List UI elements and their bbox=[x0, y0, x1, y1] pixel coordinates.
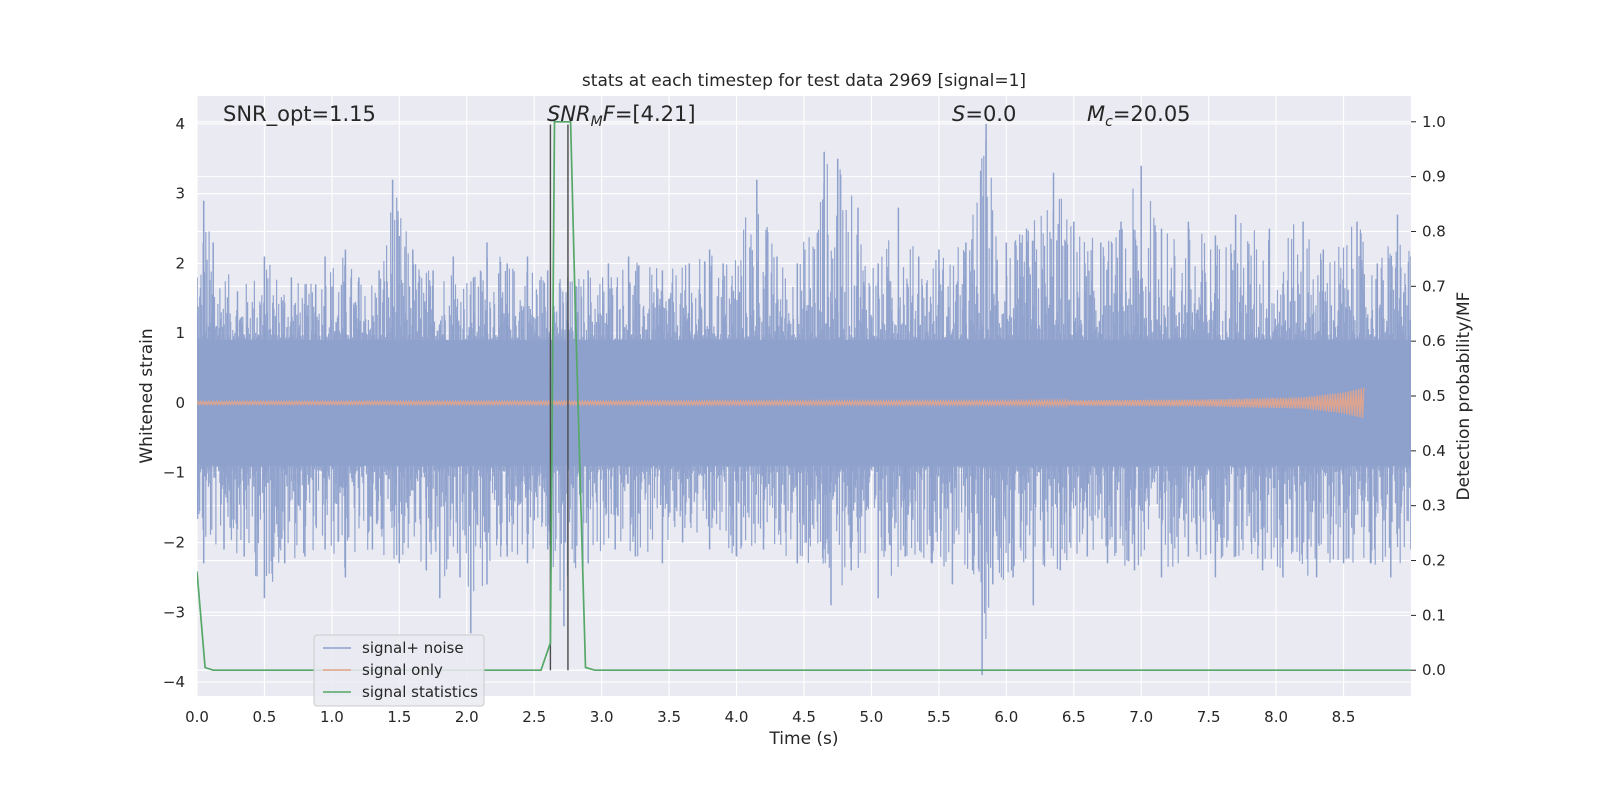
x-tick-label: 7.0 bbox=[1129, 708, 1153, 726]
annotation-snr-mf-value: =[4.21] bbox=[615, 102, 696, 126]
noise-trace bbox=[197, 140, 1411, 639]
legend-label-signal-statistics: signal statistics bbox=[362, 683, 478, 701]
series-signal-only bbox=[197, 387, 1365, 419]
x-tick-label: 3.0 bbox=[590, 708, 614, 726]
x-tick-label: 1.5 bbox=[387, 708, 411, 726]
y2-tick-label: 0.0 bbox=[1422, 661, 1446, 679]
y2-tick-label: 0.9 bbox=[1422, 168, 1446, 186]
y2-tick-label: 0.8 bbox=[1422, 222, 1446, 240]
y-tick-label: −2 bbox=[163, 534, 185, 552]
annotation-s: S=0.0 bbox=[952, 102, 1016, 126]
x-tick-label: 6.5 bbox=[1062, 708, 1086, 726]
y-tick-label: 3 bbox=[175, 185, 185, 203]
y2-tick-label: 0.3 bbox=[1422, 497, 1446, 515]
y2-tick-label: 0.1 bbox=[1422, 606, 1446, 624]
y2-tick-label: 0.6 bbox=[1422, 332, 1446, 350]
x-tick-label: 7.5 bbox=[1197, 708, 1221, 726]
signal-only-trace bbox=[197, 387, 1365, 419]
annotation-mc: Mc=20.05 bbox=[1087, 102, 1191, 130]
y2-tick-label: 1.0 bbox=[1422, 113, 1446, 131]
x-tick-label: 0.5 bbox=[253, 708, 277, 726]
x-tick-label: 2.0 bbox=[455, 708, 479, 726]
y2-tick-label: 0.2 bbox=[1422, 552, 1446, 570]
annotation-snr-mf: SNRMF=[4.21] bbox=[547, 102, 696, 130]
x-tick-label: 3.5 bbox=[657, 708, 681, 726]
y2-axis-ticks: 1.0 0.9 0.8 0.7 0.6 0.5 0.4 0.3 0.2 0.1 0.0 bbox=[1411, 113, 1446, 679]
x-tick-label: 6.0 bbox=[994, 708, 1018, 726]
y2-tick-label: 0.4 bbox=[1422, 442, 1446, 460]
y-tick-label: 1 bbox=[175, 324, 185, 342]
y2-tick-label: 0.5 bbox=[1422, 387, 1446, 405]
noise-peaks bbox=[197, 123, 1411, 676]
legend-label-signal-only: signal only bbox=[362, 661, 443, 679]
y-axis-ticks: 4 3 2 1 0 −1 −2 −3 −4 bbox=[163, 115, 185, 691]
x-axis-ticks: 0.0 0.5 1.0 1.5 2.0 2.5 3.0 3.5 4.0 4.5 5.0 5.5 6.0 6… bbox=[185, 708, 1355, 726]
x-tick-label: 8.0 bbox=[1264, 708, 1288, 726]
x-axis-label: Time (s) bbox=[768, 729, 838, 749]
statistics-trace bbox=[197, 120, 1411, 672]
legend: signal+ noise signal only signal statist… bbox=[313, 634, 485, 707]
y-axis-label: Whitened strain bbox=[137, 328, 157, 463]
chart-title: stats at each timestep for test data 296… bbox=[582, 71, 1026, 91]
x-tick-label: 4.0 bbox=[725, 708, 749, 726]
y2-axis-label: Detection probability/MF bbox=[1454, 292, 1474, 501]
y-tick-label: −1 bbox=[163, 464, 185, 482]
x-tick-label: 5.0 bbox=[860, 708, 884, 726]
annotation-mc-value: =20.05 bbox=[1113, 102, 1191, 126]
y2-tick-label: 0.7 bbox=[1422, 277, 1446, 295]
y-tick-label: 0 bbox=[175, 394, 185, 412]
legend-box bbox=[313, 634, 485, 707]
x-tick-label: 1.0 bbox=[320, 708, 344, 726]
series-signal-statistics bbox=[197, 120, 1411, 672]
y-tick-label: −3 bbox=[163, 603, 185, 621]
x-tick-label: 5.5 bbox=[927, 708, 951, 726]
y-tick-label: 4 bbox=[175, 115, 185, 133]
annotation-s-value: =0.0 bbox=[965, 102, 1016, 126]
x-tick-label: 0.0 bbox=[185, 708, 209, 726]
y-tick-label: −4 bbox=[163, 673, 185, 691]
x-tick-label: 8.5 bbox=[1332, 708, 1356, 726]
y-tick-label: 2 bbox=[175, 254, 185, 272]
x-tick-label: 4.5 bbox=[792, 708, 816, 726]
legend-label-signal-noise: signal+ noise bbox=[362, 639, 464, 657]
x-tick-label: 2.5 bbox=[522, 708, 546, 726]
annotation-snr-opt: SNR_opt=1.15 bbox=[223, 102, 376, 127]
